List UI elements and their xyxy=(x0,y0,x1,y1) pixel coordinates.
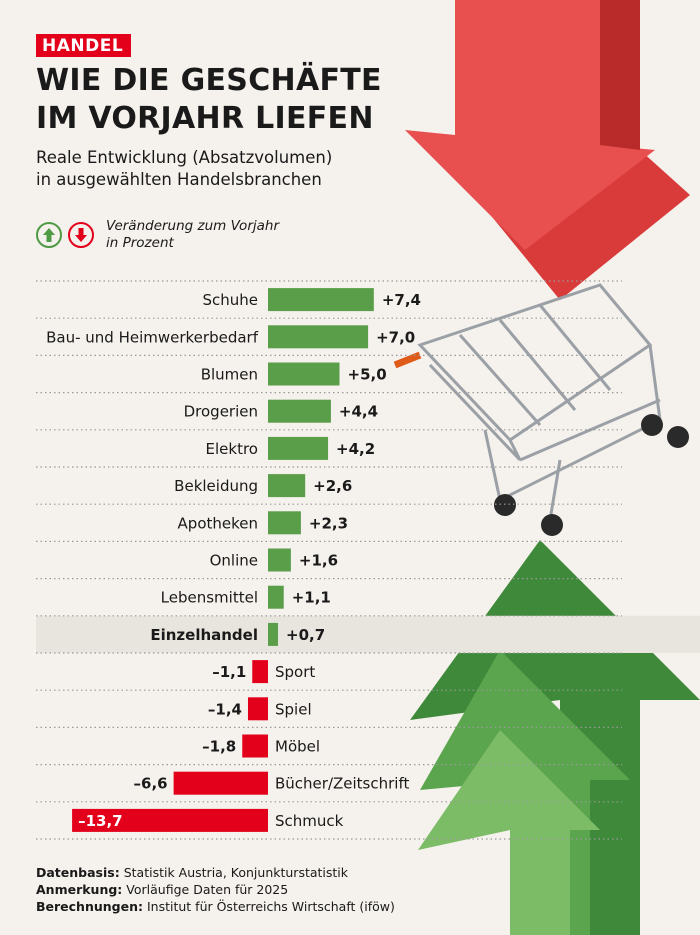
category-label: Online xyxy=(210,552,258,570)
bar xyxy=(268,511,301,535)
bar xyxy=(268,436,329,460)
footer-value: Institut für Österreichs Wirtschaft (ifö… xyxy=(146,899,395,914)
value-label: –13,7 xyxy=(78,812,123,830)
arrow-down-icon xyxy=(68,222,94,248)
category-label: Bekleidung xyxy=(174,477,258,495)
category-label: Bau- und Heimwerkerbedarf xyxy=(46,328,259,346)
category-label: Spiel xyxy=(275,700,312,718)
value-label: –1,1 xyxy=(212,663,246,681)
category-label: Bücher/Zeitschrift xyxy=(275,775,409,793)
bar xyxy=(268,325,369,349)
category-label: Schuhe xyxy=(202,291,258,309)
footer-key: Anmerkung: xyxy=(36,882,123,897)
category-label: Sport xyxy=(275,663,315,681)
value-label: +5,0 xyxy=(348,366,387,384)
footer-line: Anmerkung: Vorläufige Daten für 2025 xyxy=(36,881,395,898)
value-label: +4,2 xyxy=(336,440,375,458)
legend-line: Veränderung zum Vorjahr xyxy=(106,218,279,234)
page-title: WIE DIE GESCHÄFTE IM VORJAHR LIEFEN xyxy=(36,62,382,138)
value-label: –6,6 xyxy=(134,775,168,793)
title-line: IM VORJAHR LIEFEN xyxy=(36,101,374,136)
bar xyxy=(252,660,268,684)
subtitle: Reale Entwicklung (Absatzvolumen) in aus… xyxy=(36,147,332,191)
value-label: +2,6 xyxy=(313,477,352,495)
value-label: –1,4 xyxy=(208,700,242,718)
category-label: Lebensmittel xyxy=(161,589,258,607)
title-line: WIE DIE GESCHÄFTE xyxy=(36,63,382,98)
footer-value: Statistik Austria, Konjunkturstatistik xyxy=(123,865,349,880)
bar xyxy=(268,585,284,609)
subtitle-line: in ausgewählten Handelsbranchen xyxy=(36,170,322,189)
category-label: Blumen xyxy=(201,366,258,384)
legend-text: Veränderung zum Vorjahr in Prozent xyxy=(106,218,279,252)
footer-line: Berechnungen: Institut für Österreichs W… xyxy=(36,898,395,915)
footer-value: Vorläufige Daten für 2025 xyxy=(126,882,289,897)
footer-notes: Datenbasis: Statistik Austria, Konjunktu… xyxy=(36,864,395,915)
bar xyxy=(268,622,279,646)
legend-line: in Prozent xyxy=(106,235,174,251)
footer-key: Berechnungen: xyxy=(36,899,143,914)
highlight-row xyxy=(36,615,700,653)
category-label: Elektro xyxy=(206,440,258,458)
bar xyxy=(268,474,306,498)
bar xyxy=(173,771,268,795)
arrow-up-icon xyxy=(36,222,62,248)
category-label: Möbel xyxy=(275,738,320,756)
bar xyxy=(72,808,268,832)
value-label: +4,4 xyxy=(339,403,378,421)
red-down-arrow-icon xyxy=(405,0,690,300)
value-label: +1,1 xyxy=(292,589,331,607)
subtitle-line: Reale Entwicklung (Absatzvolumen) xyxy=(36,148,333,167)
footer-key: Datenbasis: xyxy=(36,865,120,880)
category-label: Einzelhandel xyxy=(150,626,258,644)
bar xyxy=(268,548,291,572)
value-label: +7,0 xyxy=(376,328,415,346)
footer-line: Datenbasis: Statistik Austria, Konjunktu… xyxy=(36,864,395,881)
shopping-cart-icon xyxy=(393,283,689,536)
bar xyxy=(247,697,268,721)
bar xyxy=(268,362,340,386)
category-tag: HANDEL xyxy=(36,34,132,57)
category-label: Schmuck xyxy=(275,812,344,830)
bar xyxy=(268,399,331,423)
value-label: –1,8 xyxy=(202,738,236,756)
legend: Veränderung zum Vorjahr in Prozent xyxy=(36,218,279,252)
category-label: Apotheken xyxy=(178,514,258,532)
category-label: Drogerien xyxy=(184,403,258,421)
value-label: +0,7 xyxy=(286,626,325,644)
value-label: +7,4 xyxy=(382,291,421,309)
value-label: +2,3 xyxy=(309,514,348,532)
bar xyxy=(268,288,374,312)
bar xyxy=(242,734,268,758)
value-label: +1,6 xyxy=(299,552,338,570)
